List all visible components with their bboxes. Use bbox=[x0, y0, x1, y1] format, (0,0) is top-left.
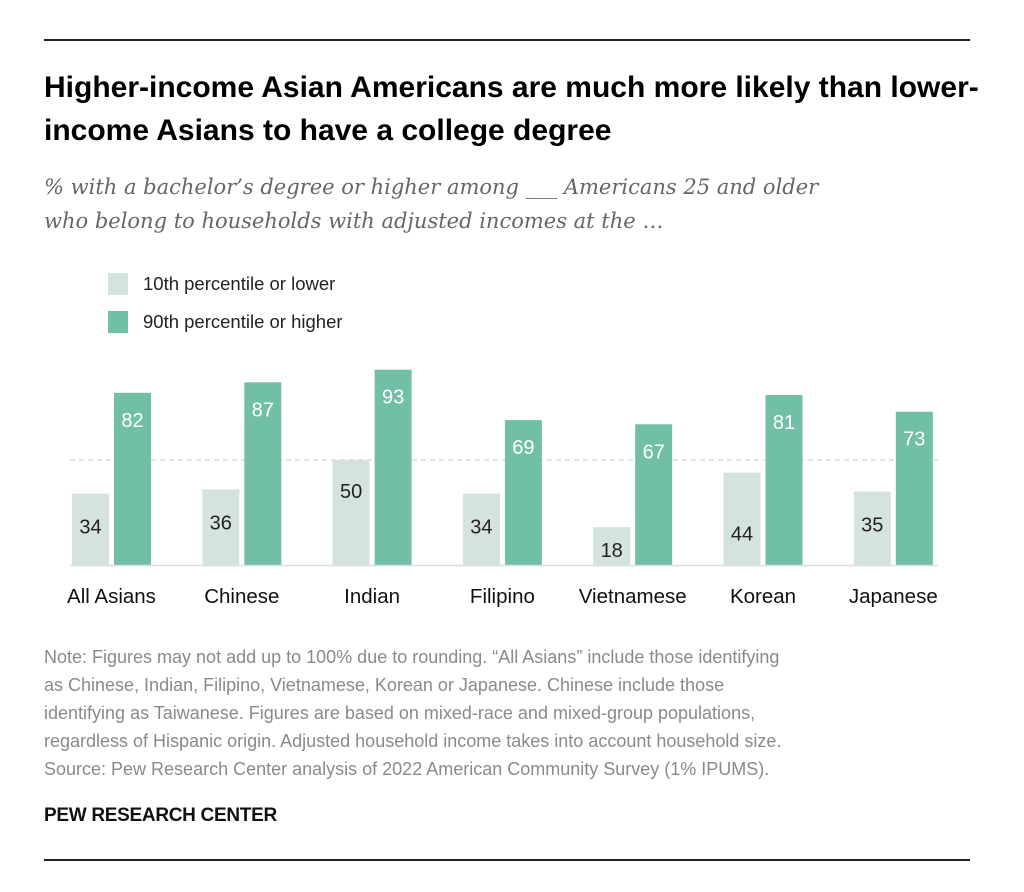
bar bbox=[765, 394, 803, 565]
category-label: Indian bbox=[344, 585, 400, 608]
legend-label-low: 10th percentile or lower bbox=[143, 273, 336, 294]
data-label: 69 bbox=[512, 437, 534, 459]
data-label: 34 bbox=[79, 517, 101, 539]
chart-subtitle: % with a bachelor’s degree or higher amo… bbox=[44, 170, 964, 238]
subtitle-line: who belong to households with adjusted i… bbox=[44, 209, 664, 233]
data-label: 18 bbox=[601, 540, 623, 562]
data-label: 35 bbox=[861, 515, 883, 537]
data-label: 34 bbox=[470, 517, 492, 539]
legend-item-high: 90th percentile or higher bbox=[108, 310, 343, 334]
category-label: All Asians bbox=[67, 585, 156, 608]
chart-notes: Note: Figures may not add up to 100% due… bbox=[44, 643, 781, 783]
category-label: Vietnamese bbox=[579, 585, 687, 608]
bar bbox=[635, 424, 673, 565]
bar bbox=[374, 369, 412, 565]
data-label: 93 bbox=[382, 387, 404, 409]
brand-logo-text: PEW RESEARCH CENTER bbox=[44, 805, 277, 826]
bar-chart: 34 82 All Asians 36 87 Chinese 50 93 Indian 34 69 F… bbox=[67, 369, 938, 608]
bar bbox=[244, 382, 282, 565]
subtitle-line: % with a bachelor’s degree or higher amo… bbox=[44, 175, 819, 199]
note-line: Source: Pew Research Center analysis of … bbox=[44, 759, 770, 779]
bar bbox=[504, 420, 542, 565]
data-label: 44 bbox=[731, 524, 753, 546]
top-rule bbox=[44, 39, 970, 41]
note-line: as Chinese, Indian, Filipino, Vietnamese… bbox=[44, 675, 725, 695]
data-label: 87 bbox=[252, 399, 274, 421]
category-label: Korean bbox=[730, 585, 796, 608]
chart-title: Higher-income Asian Americans are much m… bbox=[44, 71, 979, 147]
category-label: Filipino bbox=[470, 585, 535, 608]
bar bbox=[895, 411, 933, 565]
data-label: 82 bbox=[121, 410, 143, 432]
data-label: 36 bbox=[210, 512, 232, 534]
bar bbox=[202, 489, 240, 565]
data-label: 73 bbox=[903, 429, 925, 451]
note-line: identifying as Taiwanese. Figures are ba… bbox=[44, 703, 756, 723]
category-label: Japanese bbox=[849, 585, 938, 608]
data-label: 81 bbox=[773, 412, 795, 434]
bar bbox=[723, 472, 761, 565]
bar bbox=[593, 527, 631, 565]
bar bbox=[114, 392, 151, 565]
note-line: Note: Figures may not add up to 100% due… bbox=[44, 647, 780, 667]
note-line: regardless of Hispanic origin. Adjusted … bbox=[44, 731, 782, 751]
bar bbox=[332, 460, 370, 565]
data-label: 50 bbox=[340, 481, 362, 503]
legend-item-low: 10th percentile or lower bbox=[108, 272, 335, 296]
bar bbox=[462, 493, 500, 565]
bar bbox=[853, 491, 891, 565]
legend-swatch-high bbox=[108, 311, 128, 333]
data-label: 67 bbox=[643, 441, 665, 463]
category-label: Chinese bbox=[204, 585, 279, 608]
bottom-rule bbox=[44, 859, 970, 861]
bar bbox=[72, 493, 109, 565]
legend-swatch-low bbox=[108, 273, 128, 295]
legend-label-high: 90th percentile or higher bbox=[143, 311, 343, 332]
